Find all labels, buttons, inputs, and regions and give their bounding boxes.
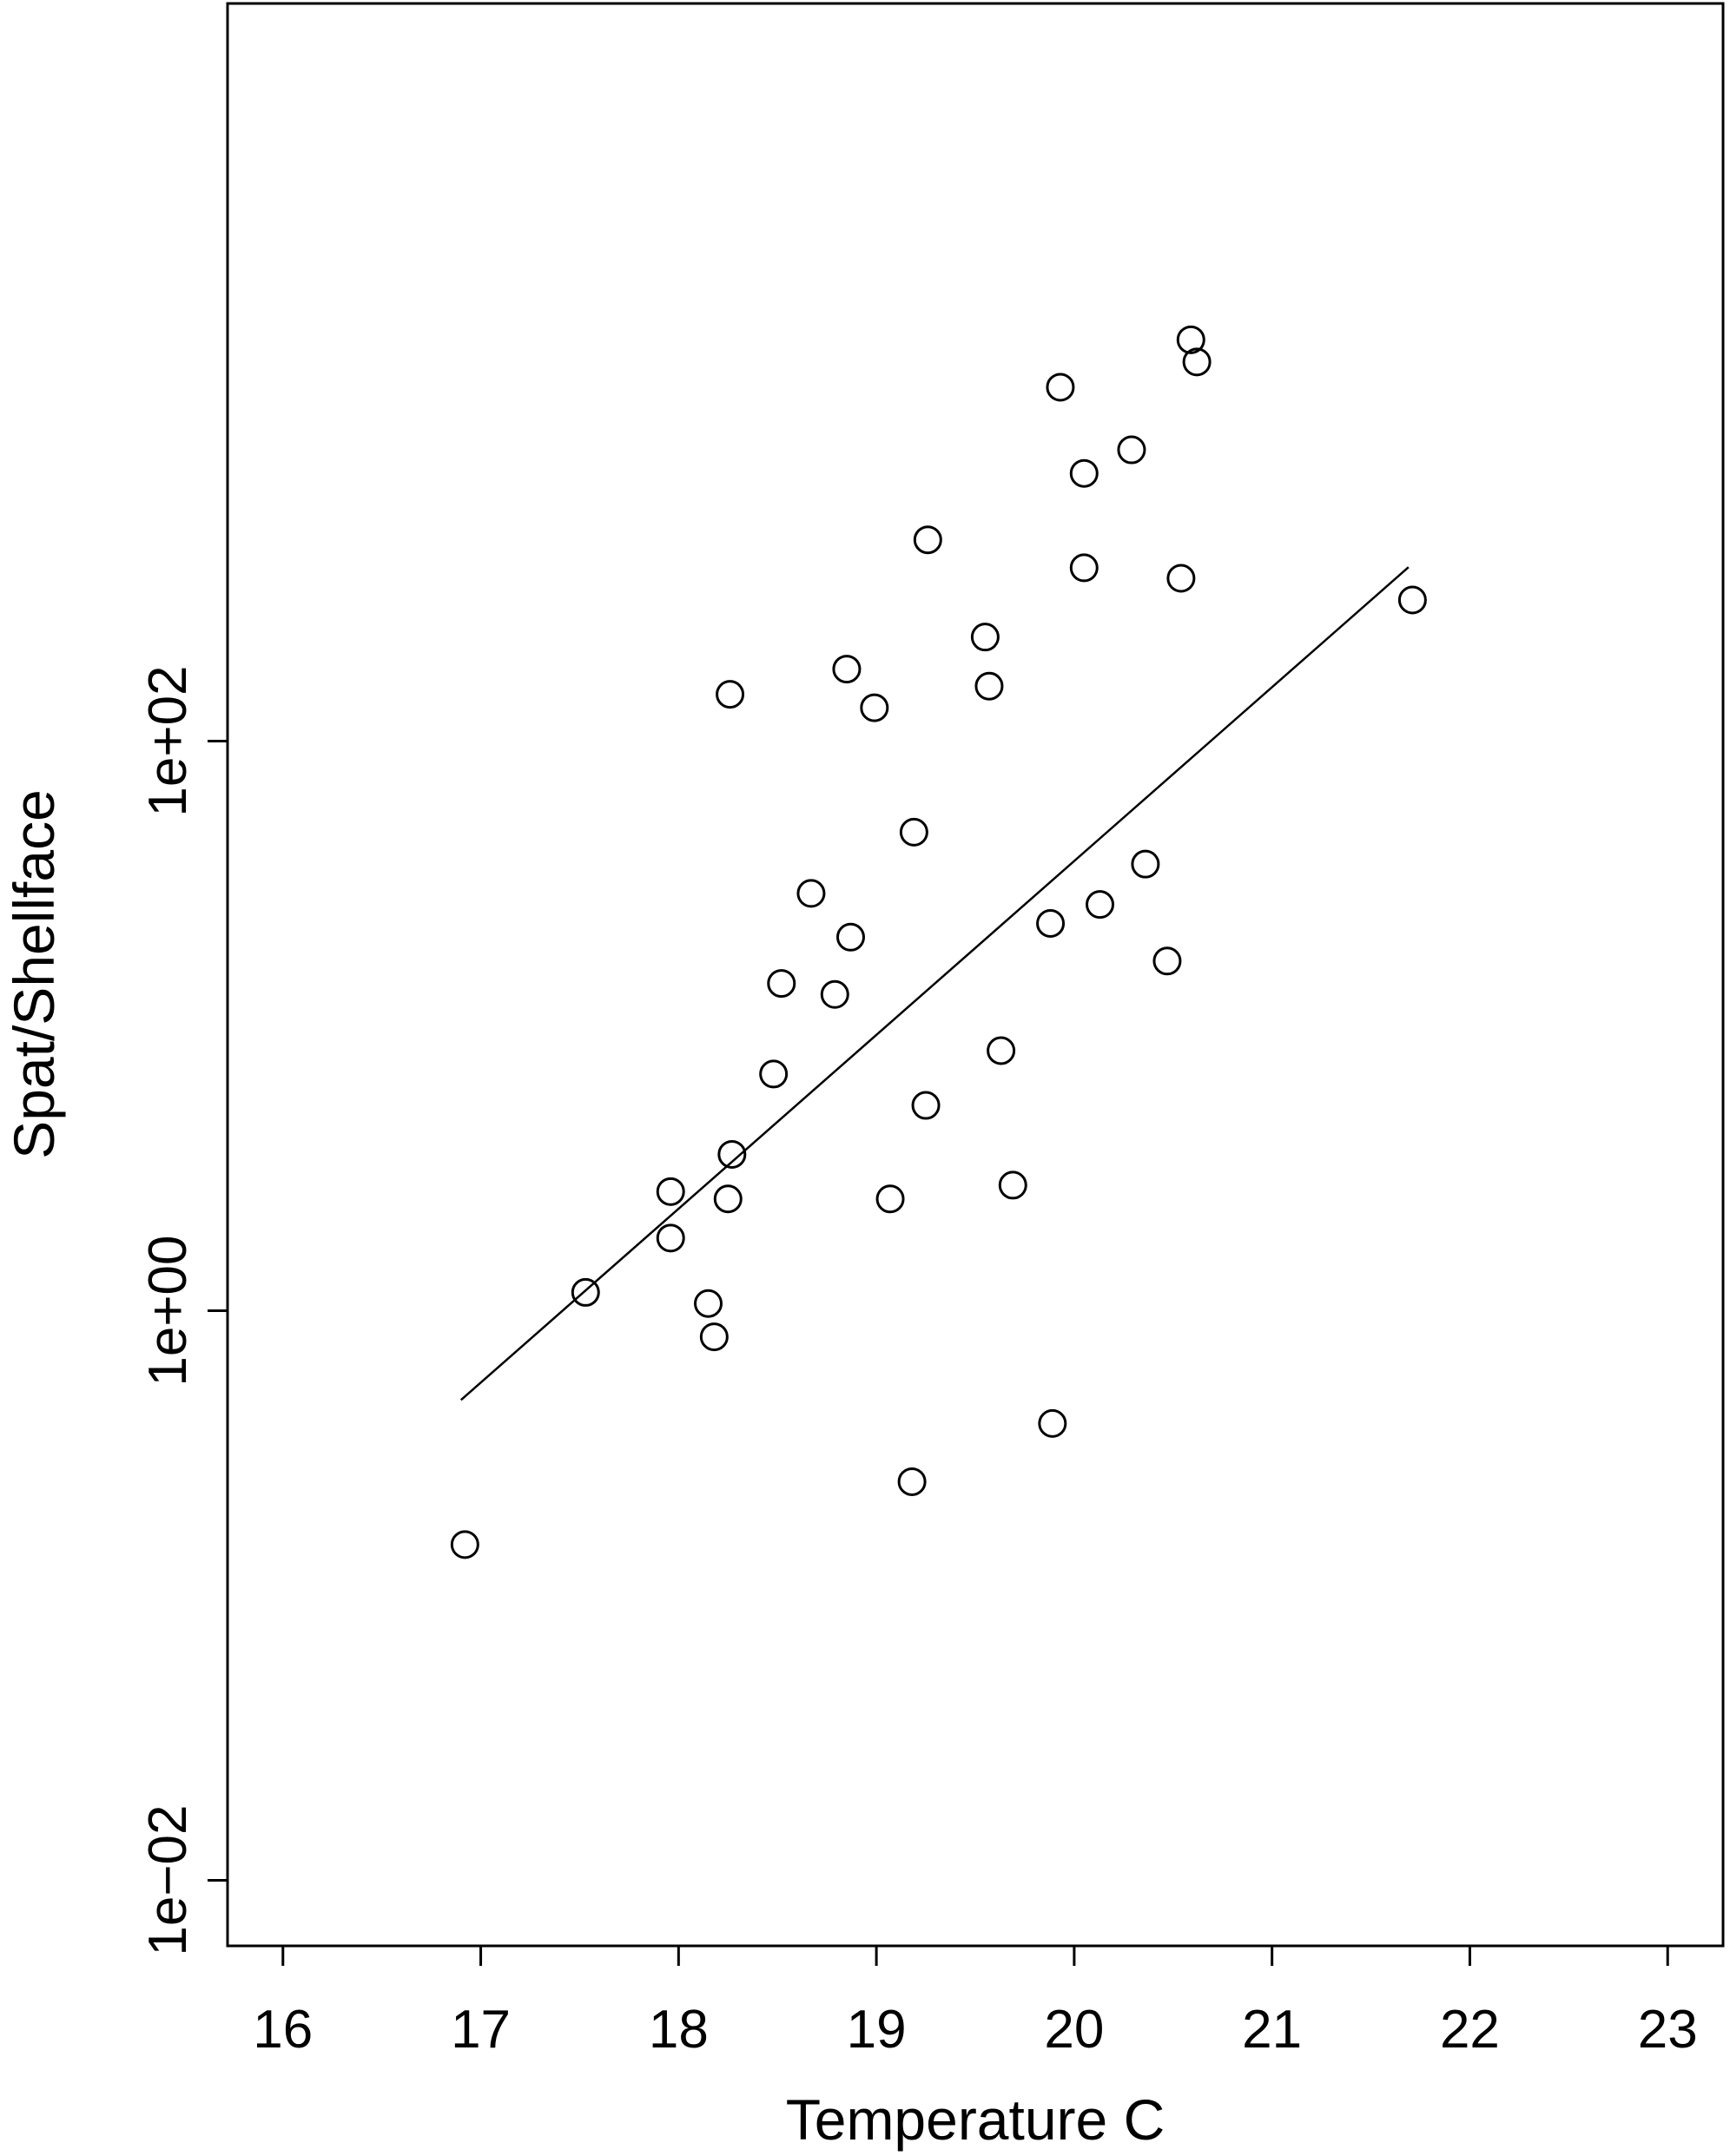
data-point — [987, 1036, 1016, 1065]
data-point — [820, 979, 849, 1009]
data-point — [450, 1530, 479, 1559]
data-point — [1166, 564, 1196, 593]
data-point — [1117, 435, 1146, 465]
data-point — [1131, 849, 1160, 879]
x-axis: 16 17 18 19 20 21 22 23 — [253, 1944, 1698, 2060]
data-point — [717, 1139, 747, 1169]
data-point — [767, 969, 796, 999]
regression-line — [459, 566, 1410, 1401]
x-tick-label: 21 — [1242, 2000, 1302, 2060]
data-point — [860, 693, 889, 722]
data-point — [1069, 553, 1099, 583]
plot-frame — [226, 2, 1725, 1948]
data-point — [899, 817, 928, 847]
data-point — [759, 1059, 789, 1089]
data-point — [796, 879, 826, 908]
x-tick-label: 19 — [847, 2000, 907, 2060]
fit-line — [459, 566, 1410, 1401]
data-point — [832, 655, 862, 684]
data-point — [716, 680, 745, 709]
data-point — [1397, 585, 1427, 615]
y-tick-label: 1e+02 — [138, 665, 198, 816]
data-point — [1046, 373, 1075, 402]
data-point — [911, 1091, 941, 1120]
data-point — [656, 1177, 685, 1206]
y-tick-label: 1e+00 — [138, 1235, 198, 1386]
x-tick-label: 23 — [1638, 2000, 1698, 2060]
data-point — [836, 922, 865, 952]
data-point — [875, 1184, 905, 1214]
data-point — [998, 1170, 1027, 1200]
data-point — [1036, 909, 1066, 939]
data-point — [1069, 458, 1099, 488]
x-tick-label: 22 — [1440, 2000, 1500, 2060]
data-point — [970, 623, 1000, 652]
x-tick-label: 17 — [451, 2000, 511, 2060]
data-points — [450, 325, 1427, 1559]
data-point — [571, 1277, 600, 1307]
y-tick-label: 1e−02 — [138, 1804, 198, 1955]
data-point — [1182, 347, 1212, 377]
data-point — [974, 671, 1004, 701]
x-tick-label: 16 — [253, 2000, 313, 2060]
data-point — [897, 1467, 927, 1496]
data-point — [1176, 325, 1205, 354]
x-tick-label: 18 — [649, 2000, 709, 2060]
data-point — [1038, 1408, 1067, 1438]
data-point — [656, 1223, 685, 1253]
data-point — [1152, 946, 1182, 976]
x-axis-label: Temperature C — [786, 2087, 1165, 2152]
data-point — [913, 525, 942, 555]
data-point — [699, 1322, 729, 1352]
data-point — [713, 1184, 743, 1214]
data-point — [1086, 890, 1114, 920]
x-tick-label: 20 — [1044, 2000, 1104, 2060]
y-axis-label: Spat/Shellface — [2, 789, 66, 1159]
data-point — [694, 1289, 723, 1318]
y-axis: 1e−02 1e+00 1e+02 — [138, 665, 229, 1956]
